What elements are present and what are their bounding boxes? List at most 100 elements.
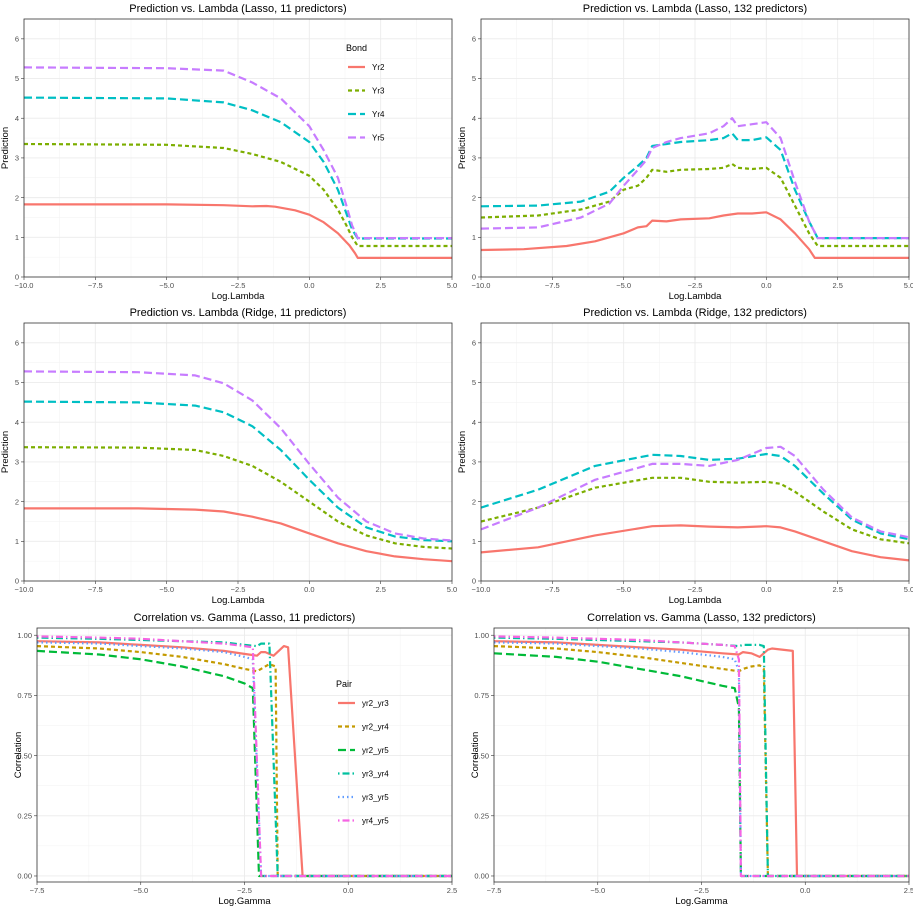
y-tick-label: 5 <box>15 378 19 387</box>
series-line-Yr3 <box>481 162 909 248</box>
y-axis-label: Prediction <box>457 431 468 473</box>
legend-label-yr2_yr3: yr2_yr3 <box>362 699 389 708</box>
x-tick-label: 0.0 <box>304 281 314 290</box>
series-line-yr2_yr5 <box>37 649 452 878</box>
x-tick-label: −7.5 <box>88 281 103 290</box>
y-tick-label: 5 <box>15 74 19 83</box>
x-tick-label: 0.0 <box>800 886 810 895</box>
chart-title: Prediction vs. Lambda (Lasso, 132 predic… <box>583 3 807 15</box>
x-tick-label: −2.5 <box>237 886 252 895</box>
legend-label-yr4_yr5: yr4_yr5 <box>362 817 389 826</box>
panel-p2: Prediction vs. Lambda (Lasso, 132 predic… <box>457 3 913 302</box>
panel-p6: Correlation vs. Gamma (Lasso, 132 predic… <box>470 612 913 907</box>
y-tick-label: 0.25 <box>474 811 489 820</box>
series-line-yr4_yr5 <box>37 635 452 878</box>
x-axis-label: Log.Lambda <box>669 595 723 606</box>
x-tick-label: −2.5 <box>688 585 703 594</box>
legend: Bond Yr2 Yr3 Yr4 Yr5 <box>346 43 385 143</box>
y-tick-label: 6 <box>15 35 19 44</box>
y-tick-label: 1 <box>472 537 476 546</box>
legend-title: Pair <box>336 679 352 689</box>
x-tick-label: −5.0 <box>590 886 605 895</box>
series-line-yr4_yr5 <box>494 635 909 878</box>
panel-p3: Prediction vs. Lambda (Ridge, 11 predict… <box>0 307 457 606</box>
x-tick-label: 2.5 <box>375 281 385 290</box>
panel-p1: Prediction vs. Lambda (Lasso, 11 predict… <box>0 3 457 302</box>
series-group <box>24 370 452 563</box>
y-axis-label: Prediction <box>0 431 11 473</box>
y-tick-label: 6 <box>15 339 19 348</box>
chart-title: Correlation vs. Gamma (Lasso, 11 predict… <box>134 612 356 624</box>
x-tick-label: 2.5 <box>375 585 385 594</box>
y-tick-label: 0.50 <box>474 751 489 760</box>
series-line-Yr3 <box>24 446 452 550</box>
x-tick-label: 0.0 <box>304 585 314 594</box>
series-line-Yr4 <box>481 452 909 541</box>
y-tick-label: 0.00 <box>474 872 489 881</box>
series-line-Yr5 <box>24 370 452 542</box>
x-tick-label: −10.0 <box>472 585 491 594</box>
x-tick-label: −7.5 <box>88 585 103 594</box>
series-group <box>481 117 909 259</box>
y-tick-label: 4 <box>472 418 476 427</box>
y-tick-label: 4 <box>15 114 19 123</box>
legend-label-yr2_yr4: yr2_yr4 <box>362 723 389 732</box>
chart-title: Prediction vs. Lambda (Ridge, 11 predict… <box>130 307 347 319</box>
y-tick-label: 2 <box>15 193 19 202</box>
x-tick-label: 2.5 <box>832 585 842 594</box>
x-tick-label: −2.5 <box>694 886 709 895</box>
series-line-yr2_yr5 <box>494 652 909 878</box>
x-tick-label: −2.5 <box>688 281 703 290</box>
legend-label-yr3_yr4: yr3_yr4 <box>362 770 389 779</box>
x-axis-label: Log.Gamma <box>675 896 728 907</box>
x-axis-label: Log.Lambda <box>212 595 266 606</box>
panel-border <box>36 627 453 883</box>
x-axis-label: Log.Lambda <box>669 291 723 302</box>
series-line-yr2_yr3 <box>37 640 452 878</box>
y-tick-label: 0 <box>15 577 19 586</box>
x-tick-label: 5.0 <box>904 281 913 290</box>
y-tick-label: 5 <box>472 74 476 83</box>
x-tick-label: 0.0 <box>343 886 353 895</box>
y-tick-label: 0.75 <box>474 691 489 700</box>
series-line-Yr4 <box>481 132 909 240</box>
y-tick-label: 1.00 <box>474 631 489 640</box>
x-tick-label: 2.5 <box>904 886 913 895</box>
series-line-Yr5 <box>24 66 452 240</box>
legend-label-yr2_yr5: yr2_yr5 <box>362 746 389 755</box>
y-tick-label: 2 <box>15 497 19 506</box>
x-tick-label: 5.0 <box>447 585 457 594</box>
panel-p4: Prediction vs. Lambda (Ridge, 132 predic… <box>457 307 913 606</box>
x-tick-label: −5.0 <box>616 585 631 594</box>
y-tick-label: 1 <box>15 537 19 546</box>
series-line-Yr4 <box>24 400 452 543</box>
y-tick-label: 0.00 <box>17 872 32 881</box>
panel-border <box>23 322 453 582</box>
y-tick-label: 5 <box>472 378 476 387</box>
series-line-Yr3 <box>24 142 452 248</box>
series-line-yr2_yr3 <box>494 640 909 878</box>
y-tick-label: 1.00 <box>17 631 32 640</box>
series-line-Yr4 <box>24 96 452 240</box>
x-tick-label: −10.0 <box>472 281 491 290</box>
x-tick-label: −7.5 <box>487 886 502 895</box>
x-tick-label: −5.0 <box>159 585 174 594</box>
y-tick-label: 6 <box>472 339 476 348</box>
x-axis-label: Log.Lambda <box>212 291 266 302</box>
legend-label-Yr3: Yr3 <box>372 87 385 96</box>
series-group <box>24 66 452 259</box>
y-tick-label: 0.75 <box>17 691 32 700</box>
x-tick-label: −2.5 <box>231 585 246 594</box>
chart-title: Prediction vs. Lambda (Ridge, 132 predic… <box>583 307 807 319</box>
x-tick-label: 0.0 <box>761 585 771 594</box>
x-tick-label: −10.0 <box>15 585 34 594</box>
panel-p5: Correlation vs. Gamma (Lasso, 11 predict… <box>13 612 457 907</box>
y-tick-label: 3 <box>15 458 19 467</box>
series-group <box>494 635 909 878</box>
y-axis-label: Prediction <box>457 127 468 169</box>
series-line-Yr2 <box>481 211 909 259</box>
x-tick-label: −7.5 <box>30 886 45 895</box>
y-tick-label: 4 <box>472 114 476 123</box>
series-line-Yr2 <box>24 203 452 259</box>
